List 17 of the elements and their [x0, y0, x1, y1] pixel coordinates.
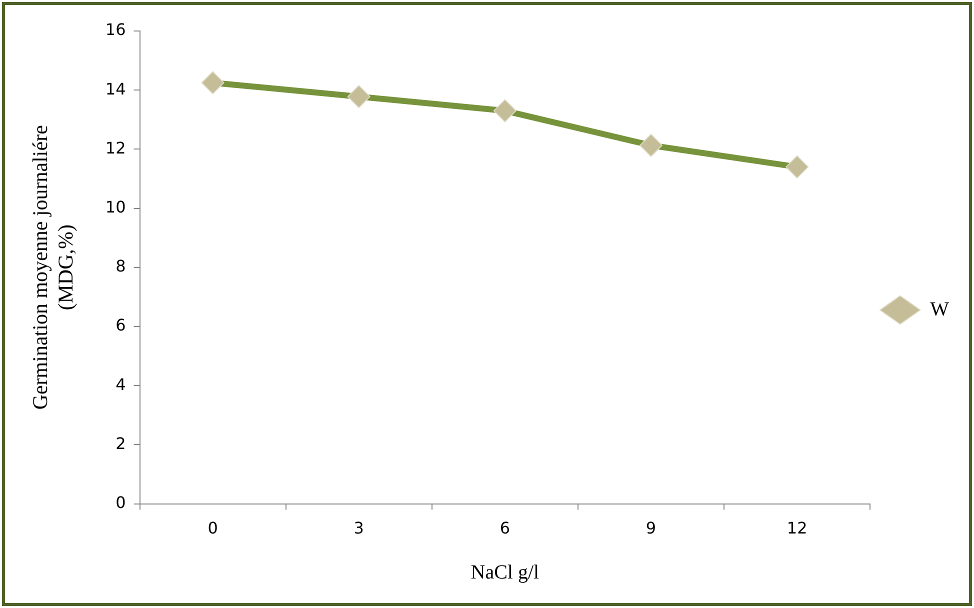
y-tick-label: 6 [116, 316, 126, 335]
y-axis-title: Germination moyenne journaliére (MDG,%) [28, 125, 78, 410]
y-tick-label: 10 [105, 197, 126, 216]
y-tick-label: 12 [105, 138, 126, 158]
x-tick-label: 6 [500, 518, 510, 538]
x-tick-label: 3 [354, 518, 364, 538]
y-tick-label: 14 [105, 79, 126, 98]
x-tick-label: 0 [208, 518, 218, 538]
y-tick-label: 4 [116, 374, 126, 394]
y-tick-label: 8 [116, 256, 126, 276]
y-tick-label: 0 [116, 492, 126, 512]
y-tick-label: 16 [105, 20, 126, 40]
x-tick-label: 9 [646, 518, 656, 538]
legend-label: W [930, 298, 950, 320]
x-tick-label: 12 [786, 518, 808, 538]
x-axis-title: NaCl g/l [470, 561, 540, 584]
y-tick-label: 2 [116, 434, 126, 453]
